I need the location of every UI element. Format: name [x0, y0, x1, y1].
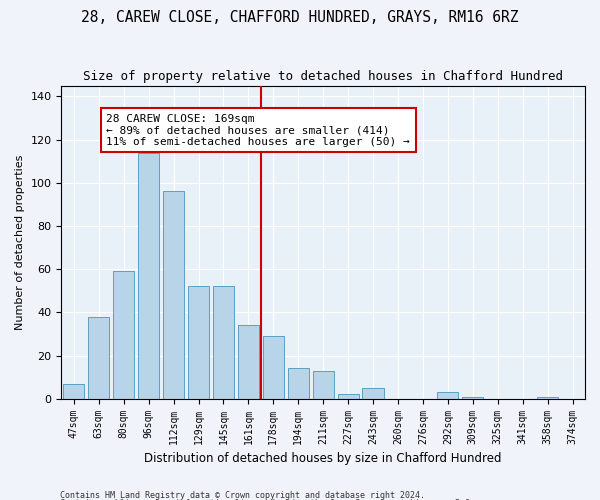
Title: Size of property relative to detached houses in Chafford Hundred: Size of property relative to detached ho…: [83, 70, 563, 83]
Text: 28 CAREW CLOSE: 169sqm
← 89% of detached houses are smaller (414)
11% of semi-de: 28 CAREW CLOSE: 169sqm ← 89% of detached…: [106, 114, 410, 147]
Bar: [163, 192, 184, 398]
Bar: [138, 152, 159, 398]
Bar: [63, 384, 85, 398]
Bar: [537, 396, 558, 398]
Text: Contains HM Land Registry data © Crown copyright and database right 2024.: Contains HM Land Registry data © Crown c…: [60, 490, 425, 500]
Bar: [437, 392, 458, 398]
Bar: [287, 368, 309, 398]
Bar: [362, 388, 383, 398]
Bar: [88, 316, 109, 398]
Bar: [213, 286, 234, 399]
Bar: [188, 286, 209, 399]
Bar: [263, 336, 284, 398]
Bar: [338, 394, 359, 398]
Bar: [313, 370, 334, 398]
Bar: [113, 272, 134, 398]
X-axis label: Distribution of detached houses by size in Chafford Hundred: Distribution of detached houses by size …: [145, 452, 502, 465]
Text: 28, CAREW CLOSE, CHAFFORD HUNDRED, GRAYS, RM16 6RZ: 28, CAREW CLOSE, CHAFFORD HUNDRED, GRAYS…: [81, 10, 519, 25]
Y-axis label: Number of detached properties: Number of detached properties: [15, 154, 25, 330]
Bar: [462, 396, 484, 398]
Bar: [238, 326, 259, 398]
